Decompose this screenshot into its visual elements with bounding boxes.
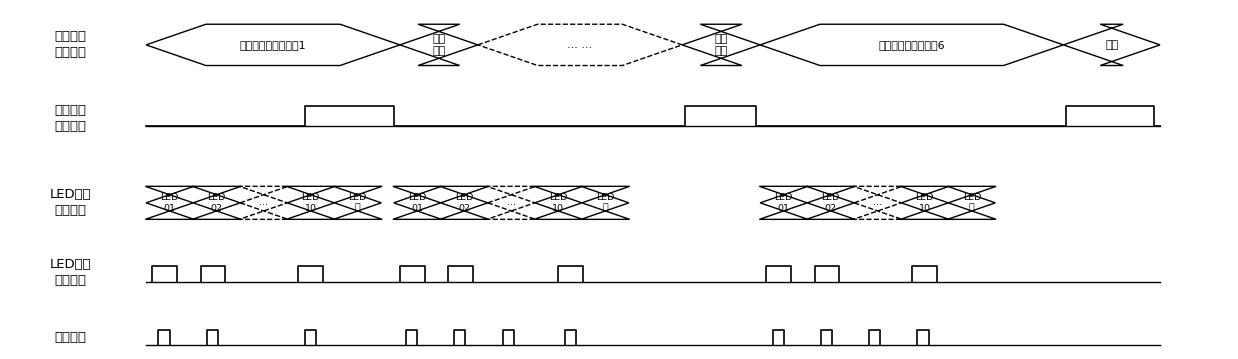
Text: LED阵列
时序信号: LED阵列 时序信号 (50, 188, 92, 217)
Text: LED
关: LED 关 (349, 193, 366, 213)
Text: 电机
转动: 电机 转动 (714, 34, 728, 56)
Text: 荧光波段选择滤光片6: 荧光波段选择滤光片6 (879, 40, 945, 50)
Text: LED
10: LED 10 (916, 193, 933, 213)
Text: ...: ... (259, 198, 269, 208)
Text: LED
01: LED 01 (161, 193, 178, 213)
Text: LED
10: LED 10 (302, 193, 319, 213)
Text: LED阵列
控制电平: LED阵列 控制电平 (50, 258, 92, 287)
Text: LED
关: LED 关 (963, 193, 980, 213)
Text: LED
02: LED 02 (208, 193, 225, 213)
Text: 电机
转动: 电机 转动 (432, 34, 446, 56)
Text: LED
01: LED 01 (775, 193, 792, 213)
Text: ...: ... (873, 198, 883, 208)
Text: ...: ... (506, 198, 516, 208)
Text: 采集电平: 采集电平 (54, 331, 87, 344)
Text: 荧光波段选择滤光片1: 荧光波段选择滤光片1 (240, 40, 306, 50)
Text: LED
02: LED 02 (456, 193, 473, 213)
Text: 滤光片轮
时序信号: 滤光片轮 时序信号 (54, 31, 87, 59)
Text: LED
10: LED 10 (550, 193, 567, 213)
Text: 滤光片轮
控制电平: 滤光片轮 控制电平 (54, 104, 87, 133)
Text: LED
01: LED 01 (409, 193, 426, 213)
Text: LED
02: LED 02 (822, 193, 839, 213)
Text: 复位: 复位 (1106, 40, 1118, 50)
Text: ... ...: ... ... (567, 40, 593, 50)
Text: LED
关: LED 关 (597, 193, 614, 213)
